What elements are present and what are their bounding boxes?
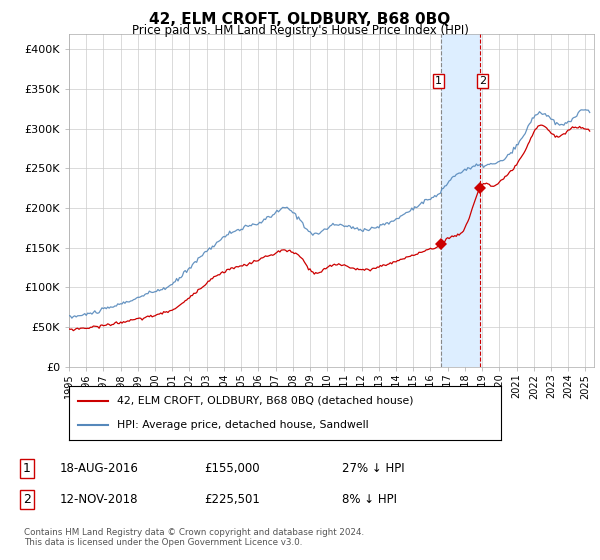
Text: £225,501: £225,501 [204, 493, 260, 506]
Text: 1: 1 [23, 462, 31, 475]
Text: HPI: Average price, detached house, Sandwell: HPI: Average price, detached house, Sand… [116, 419, 368, 430]
Text: Contains HM Land Registry data © Crown copyright and database right 2024.
This d: Contains HM Land Registry data © Crown c… [24, 528, 364, 547]
Text: 2: 2 [479, 76, 486, 86]
Text: 12-NOV-2018: 12-NOV-2018 [60, 493, 139, 506]
Text: £155,000: £155,000 [204, 462, 260, 475]
Text: 8% ↓ HPI: 8% ↓ HPI [342, 493, 397, 506]
Text: 27% ↓ HPI: 27% ↓ HPI [342, 462, 404, 475]
Text: 42, ELM CROFT, OLDBURY, B68 0BQ: 42, ELM CROFT, OLDBURY, B68 0BQ [149, 12, 451, 27]
Text: 18-AUG-2016: 18-AUG-2016 [60, 462, 139, 475]
Bar [441, 34, 480, 367]
Text: 1: 1 [435, 76, 442, 86]
Text: Price paid vs. HM Land Registry's House Price Index (HPI): Price paid vs. HM Land Registry's House … [131, 24, 469, 37]
Text: 2: 2 [23, 493, 31, 506]
Text: 42, ELM CROFT, OLDBURY, B68 0BQ (detached house): 42, ELM CROFT, OLDBURY, B68 0BQ (detache… [116, 396, 413, 406]
